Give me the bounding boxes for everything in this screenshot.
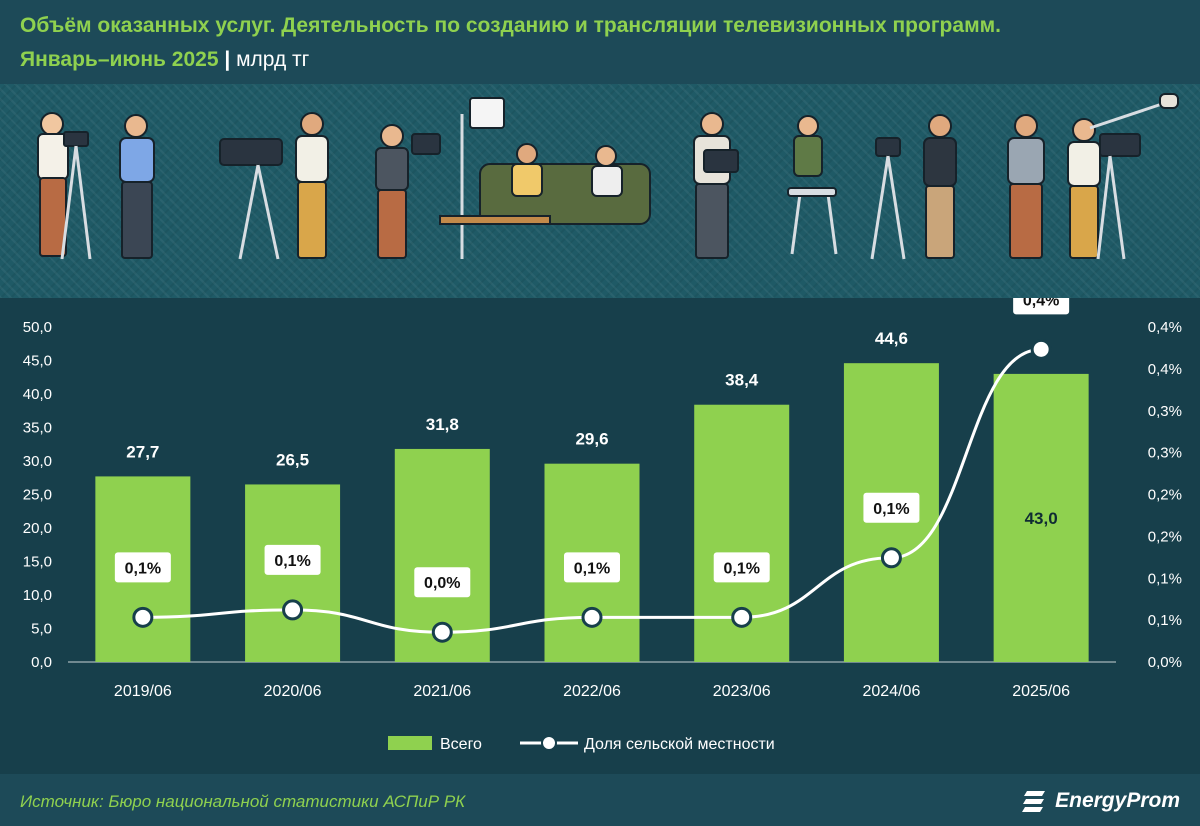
legend-point-swatch bbox=[541, 735, 557, 751]
y-left-tick-label: 20,0 bbox=[23, 520, 52, 537]
y-left-tick-label: 40,0 bbox=[23, 386, 52, 403]
bar-value-label: 38,4 bbox=[725, 371, 759, 390]
share-label-box bbox=[414, 567, 471, 598]
y-right-tick-label: 0,0% bbox=[1148, 654, 1182, 671]
x-tick-label: 2025/06 bbox=[1012, 683, 1070, 700]
y-right-tick-label: 0,1% bbox=[1148, 612, 1182, 629]
share-point bbox=[431, 621, 453, 643]
energyprom-icon bbox=[1022, 791, 1046, 812]
share-value-label: 0,1% bbox=[274, 553, 310, 570]
y-left-tick-label: 30,0 bbox=[23, 453, 52, 470]
share-label-box bbox=[114, 552, 171, 583]
share-value-label: 0,1% bbox=[873, 501, 909, 518]
subtitle-separator: | bbox=[224, 48, 231, 71]
boom-crew-figure bbox=[1007, 93, 1179, 260]
legend-label: Доля сельской местности bbox=[584, 736, 775, 753]
camera-tripod-group bbox=[219, 112, 329, 260]
x-axis-ticks: 2019/06 2020/06 2021/06 2022/06 2023/06 2024/… bbox=[114, 683, 1070, 700]
presenter-figure bbox=[119, 114, 155, 259]
y-right-tick-label: 0,3% bbox=[1148, 445, 1182, 462]
y-left-tick-label: 5,0 bbox=[31, 621, 52, 638]
y-right-tick-label: 0,1% bbox=[1148, 570, 1182, 587]
y-left-tick-label: 15,0 bbox=[23, 554, 52, 571]
illustration-art bbox=[37, 93, 1179, 260]
bar bbox=[993, 373, 1089, 662]
studio-sofa-scene bbox=[375, 97, 651, 259]
source-note: Источник: Бюро национальной статистики А… bbox=[20, 792, 466, 811]
bar-value-label: 29,6 bbox=[575, 430, 608, 449]
share-point bbox=[132, 606, 154, 628]
right-axis: 0,0% 0,1% 0,1% 0,2% 0,2% 0,3% 0,3% 0,4% 0,4% bbox=[1148, 319, 1182, 671]
header: Объём оказанных услуг. Деятельность по с… bbox=[0, 0, 1200, 84]
share-label-box bbox=[863, 492, 920, 523]
tv-crew-illustration bbox=[0, 84, 1200, 298]
y-right-tick-label: 0,2% bbox=[1148, 528, 1182, 545]
share-value-label: 0,1% bbox=[574, 560, 610, 577]
bar-labels: 27,7 26,5 31,8 29,6 38,4 44,6 43,0 bbox=[126, 329, 1057, 528]
x-tick-label: 2023/06 bbox=[713, 683, 771, 700]
y-left-tick-label: 45,0 bbox=[23, 353, 52, 370]
chart-area: 0,0 5,0 10,0 15,0 20,0 25,0 30,0 35,0 40,0 45,0 50… bbox=[0, 284, 1200, 774]
share-point bbox=[581, 606, 603, 628]
x-tick-label: 2021/06 bbox=[413, 683, 471, 700]
vest-operator-figure bbox=[693, 112, 739, 259]
x-tick-label: 2020/06 bbox=[264, 683, 322, 700]
share-label-box bbox=[713, 552, 770, 583]
chart-title: Объём оказанных услуг. Деятельность по с… bbox=[20, 14, 1001, 37]
x-tick-label: 2019/06 bbox=[114, 683, 172, 700]
share-label-box bbox=[564, 552, 620, 583]
share-value-label: 0,4% bbox=[1023, 298, 1059, 309]
chart-subtitle-row: Январь–июнь 2025 | млрд тг bbox=[20, 48, 309, 72]
bar-value-label: 26,5 bbox=[276, 450, 309, 469]
legend-label: Всего bbox=[440, 736, 482, 753]
y-right-tick-label: 0,3% bbox=[1148, 403, 1182, 420]
chart-subtitle: Январь–июнь 2025 bbox=[20, 48, 219, 71]
share-point bbox=[282, 599, 304, 621]
share-point bbox=[1030, 338, 1052, 360]
left-axis: 0,0 5,0 10,0 15,0 20,0 25,0 30,0 35,0 40,0 45,0 50… bbox=[23, 319, 52, 671]
y-right-tick-label: 0,2% bbox=[1148, 487, 1182, 504]
y-right-tick-label: 0,4% bbox=[1148, 361, 1182, 378]
unit-label: млрд тг bbox=[236, 48, 310, 71]
share-labels: 0,1% 0,1% 0,0% 0,1% 0,1% 0,1% 0,4% bbox=[114, 284, 1070, 598]
legend: Всего Доля сельской местности bbox=[388, 735, 775, 753]
y-right-tick-label: 0,4% bbox=[1148, 319, 1182, 336]
combo-chart: 0,0 5,0 10,0 15,0 20,0 25,0 30,0 35,0 40,0 45,0 50… bbox=[23, 284, 1182, 753]
share-value-label: 0,1% bbox=[723, 560, 759, 577]
y-left-tick-label: 10,0 bbox=[23, 587, 52, 604]
y-left-tick-label: 50,0 bbox=[23, 319, 52, 336]
share-value-label: 0,1% bbox=[125, 560, 161, 577]
y-left-tick-label: 0,0 bbox=[31, 654, 52, 671]
y-left-tick-label: 25,0 bbox=[23, 487, 52, 504]
bar-value-label: 43,0 bbox=[1025, 509, 1058, 528]
interview-scene bbox=[787, 114, 957, 260]
x-tick-label: 2024/06 bbox=[863, 683, 921, 700]
bar-value-label: 44,6 bbox=[875, 329, 908, 348]
x-tick-label: 2022/06 bbox=[563, 683, 621, 700]
share-value-label: 0,0% bbox=[424, 575, 460, 592]
legend-bar-swatch bbox=[388, 736, 432, 750]
bar-value-label: 27,7 bbox=[126, 442, 159, 461]
brand-name: EnergyProm bbox=[1055, 789, 1180, 812]
share-point bbox=[880, 547, 902, 569]
share-points bbox=[132, 338, 1052, 643]
brand-logo: EnergyProm bbox=[1021, 786, 1180, 816]
share-label-box bbox=[264, 544, 321, 575]
footer: Источник: Бюро национальной статистики А… bbox=[0, 774, 1200, 826]
camera-operator-figure bbox=[37, 112, 92, 260]
y-left-tick-label: 35,0 bbox=[23, 420, 52, 437]
bar-value-label: 31,8 bbox=[426, 415, 459, 434]
share-point bbox=[731, 606, 753, 628]
